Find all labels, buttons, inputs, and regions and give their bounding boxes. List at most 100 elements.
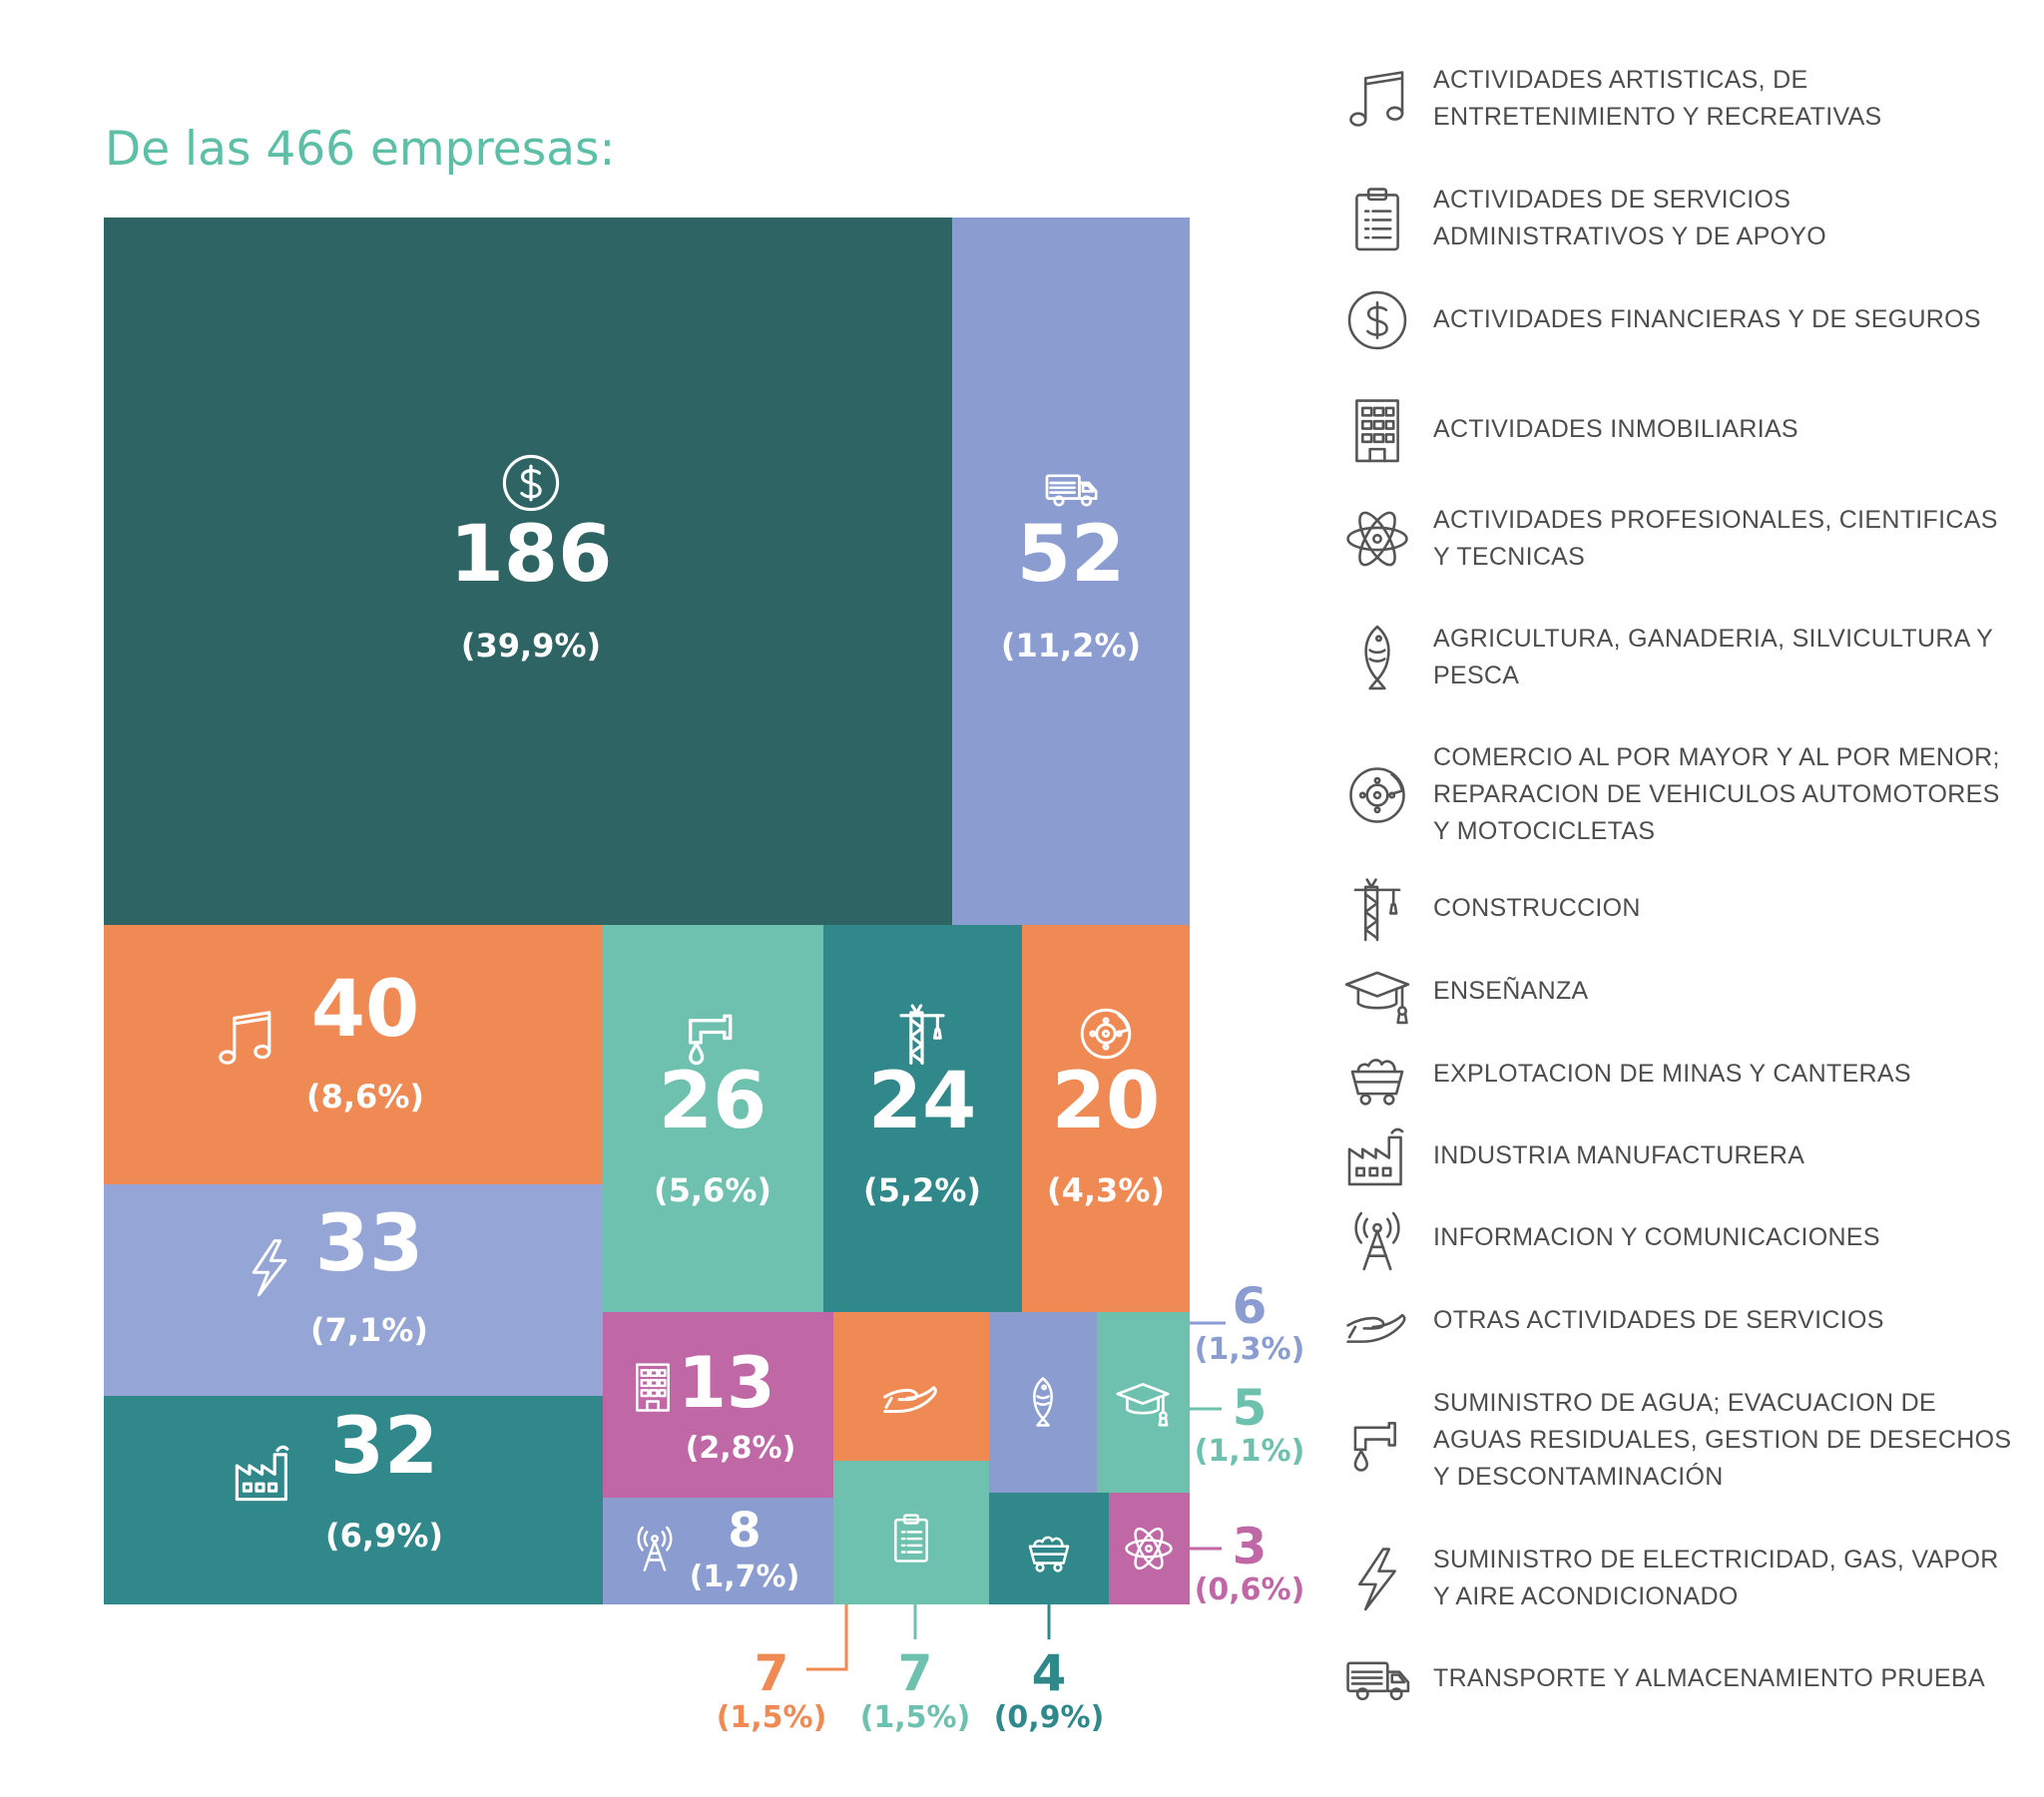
legend-icon-wrap [1358, 1548, 1396, 1611]
legend-label: SUMINISTRO DE AGUA; EVACUACION DE AGUAS … [1433, 1389, 2012, 1491]
tile-admin: 7(1,5%) [833, 1461, 989, 1735]
truck-icon [1346, 1661, 1410, 1700]
tile-realestate: 13 (2,8%) [603, 1312, 833, 1498]
legend-label: ACTIVIDADES PROFESIONALES, CIENTIFICAS Y… [1433, 506, 1998, 571]
atom-icon [1125, 1527, 1173, 1571]
legend-icon-wrap [1350, 1058, 1404, 1106]
tile-percent: (6,9%) [325, 1517, 443, 1555]
legend-label: INDUSTRIA MANUFACTURERA [1433, 1141, 1805, 1169]
legend-icon-wrap [1349, 71, 1404, 127]
legend-label: EXPLOTACION DE MINAS Y CANTERAS [1433, 1060, 1911, 1088]
tile-value: 20 [1052, 1057, 1161, 1146]
legend-label: AGRICULTURA, GANADERIA, SILVICULTURA Y P… [1433, 625, 1993, 689]
legend-icon-wrap [1355, 188, 1399, 251]
fish-icon [1364, 625, 1390, 690]
lightning-icon [252, 1239, 287, 1297]
tile-rect [104, 925, 603, 1184]
legend-label: ACTIVIDADES FINANCIERAS Y DE SEGUROS [1433, 305, 1981, 333]
antenna-icon [637, 1526, 673, 1572]
hand-icon [883, 1386, 937, 1413]
tile-percent: (1,7%) [690, 1560, 800, 1594]
legend-label: ACTIVIDADES INMOBILIARIAS [1433, 415, 1798, 443]
music-icon [219, 1011, 271, 1065]
tile-value: 13 [678, 1342, 774, 1424]
fish-icon [1033, 1377, 1053, 1427]
tile-transport: 52 (11,2%) [952, 218, 1190, 925]
legend-icon-wrap [1364, 625, 1390, 690]
external-percent: (1,1%) [1195, 1434, 1305, 1469]
atom-icon [1346, 511, 1408, 567]
tile-percent: (7,1%) [310, 1311, 428, 1349]
external-percent: (1,3%) [1195, 1332, 1305, 1367]
legend-icon-wrap [1347, 1127, 1404, 1185]
external-percent: (0,9%) [994, 1700, 1105, 1735]
tile-percent: (11,2%) [1001, 627, 1141, 665]
dollar-icon [1347, 290, 1407, 349]
legend-icon-wrap [1346, 511, 1408, 567]
tile-other: 7(1,5%) [717, 1312, 989, 1735]
tile-electric: 33 (7,1%) [104, 1184, 603, 1396]
tile-rect [603, 925, 823, 1312]
legend-icon-wrap [1346, 1313, 1406, 1343]
graduation-cap-icon [1344, 971, 1410, 1024]
tile-commerce: 20 (4,3%) [1022, 925, 1190, 1312]
building-icon [636, 1363, 670, 1412]
tile-rect [833, 1312, 989, 1461]
tile-professional: 3(0,6%) [1109, 1493, 1304, 1607]
tile-percent: (2,8%) [686, 1431, 796, 1466]
legend-label: SUMINISTRO DE ELECTRICIDAD, GAS, VAPOR Y… [1433, 1546, 1999, 1610]
factory-icon [235, 1445, 289, 1502]
tile-rect [823, 925, 1022, 1312]
legend-icon-wrap [1347, 290, 1407, 349]
legend-label: INFORMACION Y COMUNICACIONES [1433, 1223, 1880, 1251]
tile-rect [603, 1498, 833, 1604]
legend-label: TRANSPORTE Y ALMACENAMIENTO PRUEBA [1433, 1664, 1985, 1692]
faucet-icon [1353, 1421, 1396, 1472]
brake-disc-icon [1080, 1008, 1132, 1060]
tile-rect [104, 1396, 603, 1604]
external-value: 5 [1233, 1379, 1268, 1437]
tile-value: 32 [330, 1402, 439, 1492]
tile-agriculture: 6(1,3%) [989, 1277, 1304, 1493]
tile-value: 52 [1017, 510, 1126, 600]
clipboard-icon [894, 1514, 928, 1563]
tile-value: 33 [315, 1199, 424, 1289]
lightning-icon [1358, 1548, 1396, 1611]
tile-info: 8(1,7%) [603, 1498, 833, 1604]
tile-rect [1109, 1493, 1190, 1604]
tile-education: 5(1,1%) [1097, 1312, 1304, 1493]
music-icon [1349, 71, 1404, 127]
tile-value: 40 [311, 965, 420, 1055]
legend-icon-wrap [1349, 766, 1405, 823]
tile-arts: 40 (8,6%) [104, 925, 603, 1184]
chart-title: De las 466 empresas: [105, 122, 616, 177]
tile-rect [952, 218, 1190, 925]
mine-cart-icon [1028, 1536, 1070, 1572]
tile-rect [989, 1312, 1097, 1493]
legend-label: CONSTRUCCION [1433, 894, 1641, 922]
legend-icon-wrap [1346, 1661, 1410, 1700]
tile-value: 24 [868, 1057, 977, 1146]
legend-icon-wrap [1353, 877, 1401, 941]
hand-icon [1346, 1313, 1406, 1343]
truck-icon [1045, 474, 1098, 507]
external-percent: (0,6%) [1195, 1572, 1305, 1607]
legend-icon-wrap [1353, 1421, 1396, 1472]
clipboard-icon [1355, 188, 1399, 251]
external-value: 3 [1233, 1518, 1268, 1575]
crane-icon [899, 1004, 945, 1065]
graduation-cap-icon [1116, 1383, 1170, 1427]
legend-label: ENSEÑANZA [1433, 977, 1589, 1005]
tile-percent: (8,6%) [306, 1078, 424, 1116]
tile-value: 26 [659, 1057, 767, 1146]
tile-percent: (5,2%) [863, 1171, 981, 1209]
tile-rect [1022, 925, 1190, 1312]
tile-water: 26 (5,6%) [603, 925, 823, 1312]
tile-percent: (5,6%) [654, 1171, 771, 1209]
tile-rect [603, 1312, 833, 1498]
tile-percent: (39,9%) [461, 627, 601, 665]
external-value: 7 [755, 1644, 789, 1702]
legend-icon-wrap [1344, 971, 1410, 1024]
legend-icon-wrap [1355, 398, 1399, 462]
